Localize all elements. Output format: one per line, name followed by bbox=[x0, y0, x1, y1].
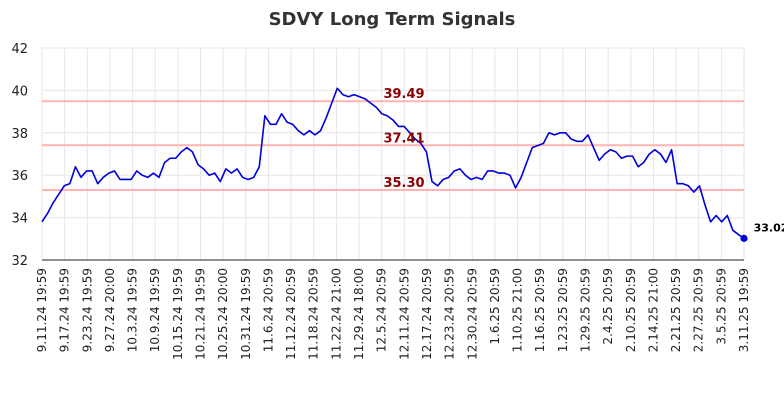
signal-levels bbox=[42, 100, 744, 192]
x-tick-label: 2.4.25 20:59 bbox=[601, 268, 615, 345]
x-tick-label: 1.23.25 20:59 bbox=[556, 268, 570, 352]
x-tick-label: 1.10.25 21:00 bbox=[511, 268, 525, 352]
x-tick-label: 10.25.24 20:00 bbox=[216, 268, 230, 360]
x-tick-label: 11.18.24 20:59 bbox=[307, 268, 321, 360]
x-tick-label: 1.29.25 20:59 bbox=[578, 268, 592, 352]
x-tick-label: 9.17.24 19:59 bbox=[58, 268, 72, 352]
x-tick-label: 2.27.25 20:59 bbox=[692, 268, 706, 352]
signal-level-label: 37.41 bbox=[383, 131, 424, 146]
y-tick-label: 42 bbox=[11, 42, 28, 57]
y-tick-label: 40 bbox=[11, 84, 28, 99]
last-value-label: 33.02 bbox=[754, 221, 784, 234]
x-tick-label: 2.14.25 21:00 bbox=[646, 268, 660, 352]
x-tick-label: 10.31.24 19:59 bbox=[239, 268, 253, 360]
x-tick-label: 3.11.25 19:59 bbox=[737, 268, 751, 352]
price-line bbox=[41, 87, 745, 240]
x-tick-label: 10.21.24 19:59 bbox=[194, 268, 208, 360]
x-tick-label: 12.23.24 20:59 bbox=[443, 268, 457, 360]
x-tick-label: 9.11.24 19:59 bbox=[35, 268, 49, 352]
x-tick-label: 9.27.24 20:00 bbox=[103, 268, 117, 352]
y-tick-label: 32 bbox=[11, 254, 28, 269]
grid bbox=[41, 47, 745, 260]
x-tick-label: 1.16.25 20:59 bbox=[533, 268, 547, 352]
y-tick-label: 34 bbox=[11, 212, 28, 227]
x-tick-label: 11.12.24 20:59 bbox=[284, 268, 298, 360]
x-tick-label: 2.21.25 20:59 bbox=[669, 268, 683, 352]
x-tick-label: 12.30.24 20:59 bbox=[465, 268, 479, 360]
x-tick-label: 2.10.25 20:59 bbox=[624, 268, 638, 352]
x-tick-label: 11.22.24 21:00 bbox=[329, 268, 343, 360]
x-tick-label: 10.3.24 19:59 bbox=[126, 268, 140, 352]
y-tick-label: 38 bbox=[11, 127, 28, 142]
x-tick-label: 12.17.24 20:59 bbox=[420, 268, 434, 360]
x-tick-label: 11.6.24 20:59 bbox=[261, 268, 275, 352]
x-tick-label: 10.9.24 19:59 bbox=[148, 268, 162, 352]
chart-title: SDVY Long Term Signals bbox=[269, 9, 516, 30]
x-tick-label: 3.5.25 20:59 bbox=[714, 268, 728, 345]
x-tick-label: 12.11.24 20:59 bbox=[397, 268, 411, 360]
signal-level-label: 35.30 bbox=[383, 176, 424, 191]
last-point-marker bbox=[740, 234, 748, 242]
signal-level-label: 39.49 bbox=[383, 87, 424, 102]
x-tick-label: 1.6.25 20:59 bbox=[488, 268, 502, 345]
x-tick-label: 9.23.24 19:59 bbox=[80, 268, 94, 352]
x-tick-label: 10.15.24 19:59 bbox=[171, 268, 185, 360]
x-tick-label: 12.5.24 20:59 bbox=[375, 268, 389, 352]
x-tick-label: 11.29.24 18:00 bbox=[352, 268, 366, 360]
price-series bbox=[41, 87, 748, 242]
chart-labels: 32 34 36 38 40 42 9.11.24 19:59 9.17.24 19:59 9.… bbox=[11, 42, 784, 360]
y-tick-label: 36 bbox=[11, 169, 28, 184]
